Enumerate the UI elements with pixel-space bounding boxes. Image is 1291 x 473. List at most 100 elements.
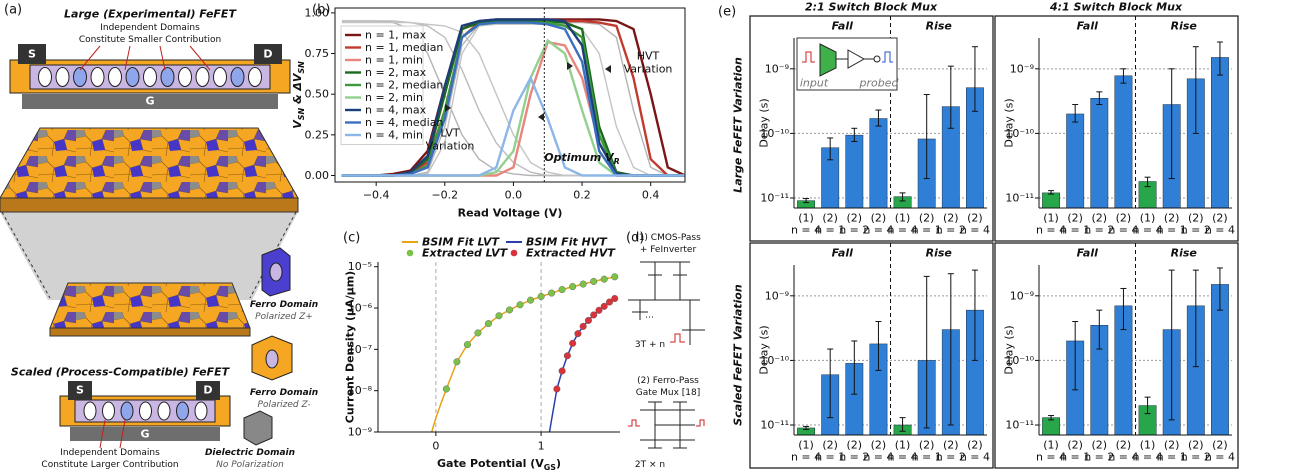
y-axis-label: VSN & ΔVSN bbox=[291, 61, 307, 129]
x-tick-label: (2) bbox=[1067, 439, 1083, 452]
circuit-title: Gate Mux [18] bbox=[636, 388, 701, 398]
panel-label: (d) bbox=[626, 231, 644, 246]
x-tick-label: n = 4 bbox=[960, 224, 990, 237]
arrow bbox=[567, 62, 573, 70]
legend-label: n = 4, min bbox=[365, 129, 423, 142]
fit-line bbox=[548, 297, 616, 433]
domain bbox=[230, 67, 245, 87]
y-tick-label: 10⁻⁹ bbox=[348, 426, 372, 439]
point bbox=[590, 277, 598, 285]
x-tick-label: (2) bbox=[1164, 212, 1180, 225]
annotation: Variation bbox=[426, 140, 475, 153]
x-tick-label: (2) bbox=[919, 212, 935, 225]
y-tick-label: 10⁻¹⁰ bbox=[1005, 354, 1034, 367]
dipole bbox=[269, 262, 283, 282]
legend-label: BSIM Fit LVT bbox=[422, 236, 501, 249]
x-tick-label: (2) bbox=[1116, 439, 1132, 452]
curve bbox=[341, 75, 685, 177]
y-tick-label: 1.00 bbox=[305, 6, 330, 19]
optimum-label-part: R bbox=[614, 157, 620, 166]
x-tick-label: n = 4 bbox=[887, 451, 917, 464]
legend-label: n = 2, median bbox=[365, 79, 443, 92]
column-title: 2:1 Switch Block Mux bbox=[805, 1, 938, 14]
panel-d: (d) (1) CMOS-Pass + FeInverter ⋯ 3T + n … bbox=[626, 231, 705, 470]
domain bbox=[139, 401, 152, 421]
legend-label: n = 4, median bbox=[365, 116, 443, 129]
domain bbox=[38, 67, 52, 87]
point bbox=[563, 352, 571, 360]
large-slab-top bbox=[0, 127, 299, 199]
domain bbox=[194, 401, 208, 421]
y-axis-label-part: SN bbox=[297, 108, 306, 121]
x-tick-label: (2) bbox=[967, 212, 983, 225]
large-note: Independent Domains bbox=[100, 23, 200, 33]
legend-label: n = 4, max bbox=[365, 104, 427, 117]
point bbox=[579, 280, 587, 288]
x-tick-label: (2) bbox=[1188, 212, 1204, 225]
row-title: Scaled FeFET Variation bbox=[732, 284, 745, 426]
legend-desc: Polarized Z- bbox=[258, 400, 311, 410]
inset-label: probed bbox=[859, 77, 900, 90]
domain bbox=[108, 67, 122, 87]
drain bbox=[196, 381, 220, 400]
projection bbox=[0, 212, 298, 300]
x-axis-label: Gate Potential (VGS) bbox=[437, 457, 561, 473]
bar bbox=[1066, 113, 1085, 209]
x-tick-label: n = 2 bbox=[1084, 224, 1114, 237]
x-tick-label: n = 1 bbox=[1060, 451, 1090, 464]
y-tick-label: 10⁻⁸ bbox=[348, 384, 373, 397]
point bbox=[553, 385, 561, 393]
x-tick-label: 0.2 bbox=[573, 189, 591, 202]
x-tick-label: −0.4 bbox=[363, 189, 390, 202]
large-title: Large (Experimental) FeFET bbox=[64, 8, 237, 21]
point bbox=[527, 296, 535, 304]
panel-a: (a) Large (Experimental) FeFET Independe… bbox=[0, 3, 318, 470]
point bbox=[463, 341, 471, 349]
signal bbox=[670, 333, 685, 343]
domain bbox=[160, 67, 175, 87]
x-tick-label: 0.0 bbox=[505, 189, 523, 202]
point bbox=[600, 302, 608, 310]
legend-desc: No Polarization bbox=[216, 460, 284, 470]
x-tick-label: (2) bbox=[822, 439, 838, 452]
inset-box bbox=[796, 37, 898, 91]
y-tick-label: 0.00 bbox=[305, 169, 330, 182]
legend-name: Ferro Domain bbox=[250, 300, 318, 310]
legend-label: n = 2, max bbox=[365, 66, 427, 79]
y-tick-label: 10⁻⁹ bbox=[765, 289, 789, 302]
y-tick-label: 10⁻¹⁰ bbox=[760, 354, 789, 367]
x-tick-label: n = 1 bbox=[1157, 224, 1187, 237]
x-tick-label: (1) bbox=[1043, 439, 1059, 452]
large-slab-side bbox=[0, 197, 299, 213]
domain bbox=[102, 401, 115, 421]
small-slab-side bbox=[49, 327, 251, 337]
y-axis-label: Delay (s) bbox=[758, 98, 771, 147]
x-tick-label: (1) bbox=[798, 212, 814, 225]
legend-label: Extracted HVT bbox=[526, 247, 616, 260]
x-tick-label: n = 2 bbox=[1181, 224, 1211, 237]
y-tick-label: 10⁻¹¹ bbox=[760, 191, 789, 204]
annotation: HVT bbox=[637, 50, 660, 63]
point bbox=[474, 329, 482, 337]
scaled-note: Constitute Larger Contribution bbox=[41, 460, 178, 470]
circuit-title: + FeInverter bbox=[640, 245, 697, 255]
x-tick-label: (1) bbox=[1140, 439, 1156, 452]
frame bbox=[334, 7, 686, 183]
group-label: Rise bbox=[1171, 247, 1198, 260]
x-tick-label: 0.4 bbox=[642, 189, 660, 202]
x-tick-label: (2) bbox=[1164, 439, 1180, 452]
point bbox=[537, 293, 545, 301]
legend-swatch bbox=[406, 249, 414, 257]
arrow bbox=[538, 113, 544, 121]
domain bbox=[55, 67, 70, 87]
transistor-count: 2T × n bbox=[635, 460, 665, 470]
domain bbox=[90, 67, 105, 87]
x-tick-label: −0.2 bbox=[431, 189, 458, 202]
domain bbox=[143, 67, 157, 87]
legend-label: n = 1, min bbox=[365, 54, 423, 67]
y-tick-label: 10⁻⁷ bbox=[348, 343, 372, 356]
y-axis-label-part: SN bbox=[297, 61, 306, 74]
domain-row bbox=[38, 67, 262, 87]
terminal: S bbox=[76, 384, 84, 397]
source bbox=[68, 381, 92, 400]
